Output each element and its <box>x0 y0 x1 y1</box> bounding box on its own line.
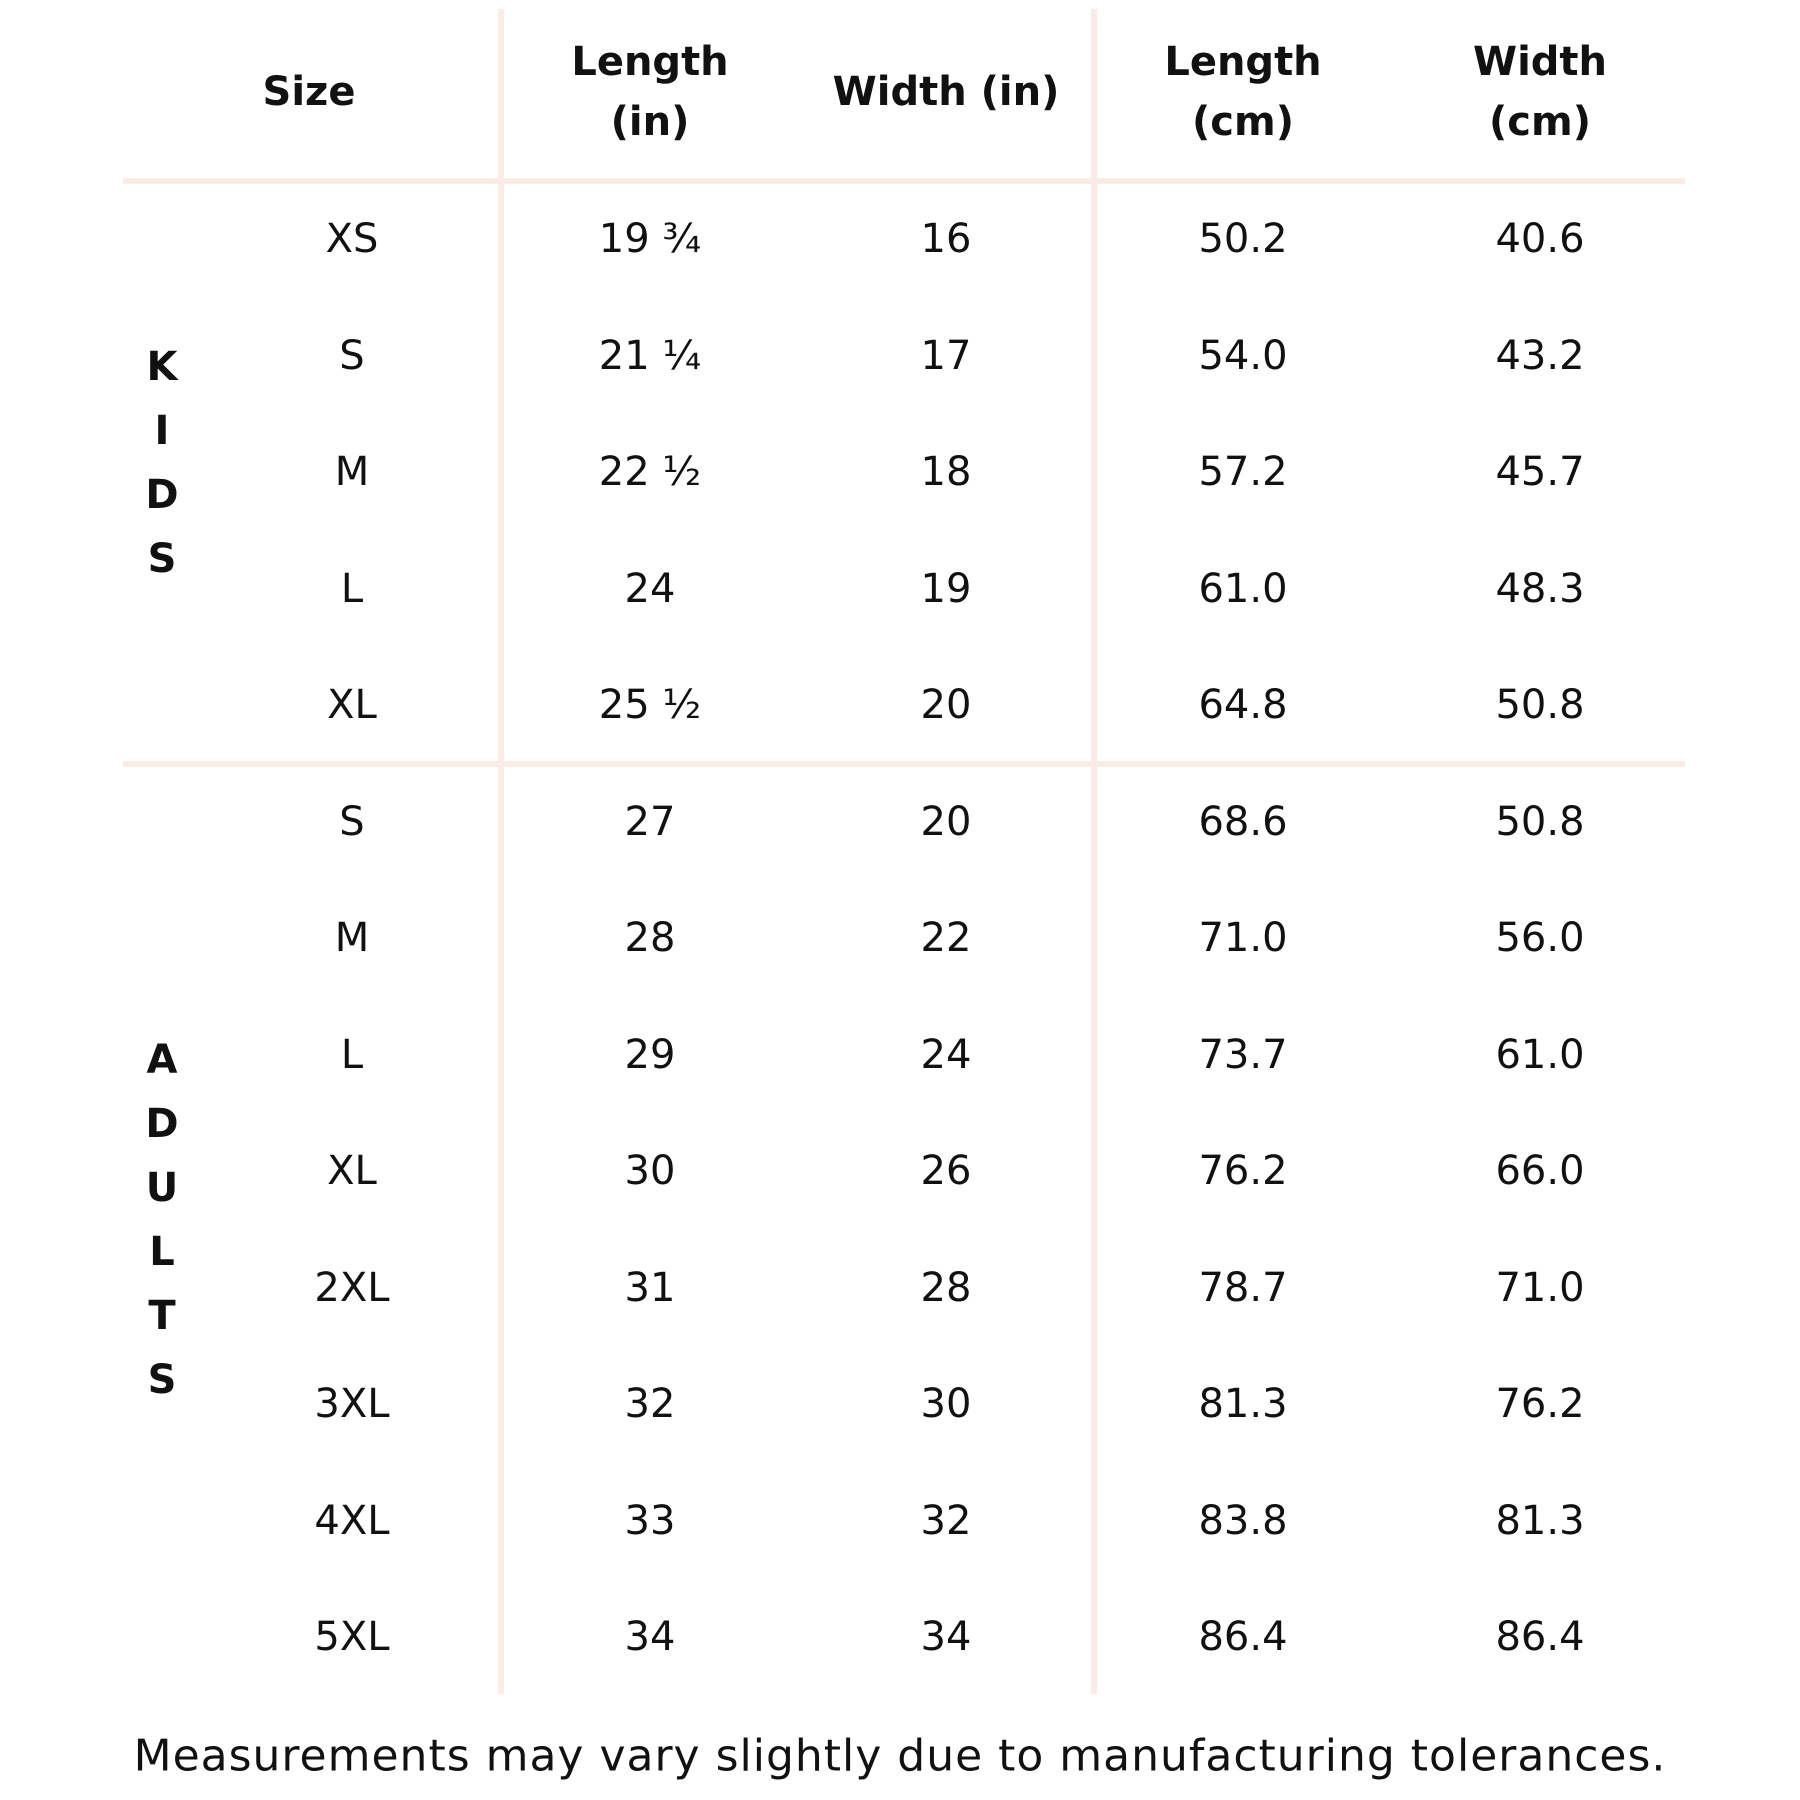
column-header: Length (cm) <box>1164 32 1321 152</box>
table-cell: 22 <box>920 915 972 961</box>
table-cell: 18 <box>920 449 972 495</box>
table-cell: 71.0 <box>1495 1264 1585 1311</box>
table-cell: 32 <box>624 1381 676 1427</box>
column-header: Size <box>263 62 356 122</box>
table-cell: 50.8 <box>1495 682 1585 728</box>
header-line: Size <box>262 69 356 115</box>
table-cell: 5XL <box>314 1614 390 1660</box>
divider <box>498 9 504 1694</box>
table-cell: 27 <box>624 798 676 845</box>
table-cell: 25 ½ <box>598 682 702 728</box>
table-cell: 28 <box>624 915 676 961</box>
table-cell: 50.8 <box>1495 798 1585 845</box>
table-cell: 48.3 <box>1495 565 1585 612</box>
table-cell: S <box>339 332 365 379</box>
table-cell: 34 <box>624 1614 676 1660</box>
table-cell: 21 ¼ <box>598 332 702 379</box>
table-cell: 30 <box>920 1381 972 1427</box>
header-line: Length <box>571 39 729 85</box>
column-header: Width (in) <box>833 62 1060 122</box>
table-cell: 30 <box>624 1148 676 1194</box>
table-cell: 22 ½ <box>598 449 702 495</box>
table-cell: 71.0 <box>1198 915 1288 961</box>
table-cell: 28 <box>920 1264 972 1311</box>
table-cell: L <box>340 565 364 612</box>
group-label: KIDS <box>139 344 185 600</box>
divider <box>123 178 1685 184</box>
table-cell: 20 <box>920 682 972 728</box>
table-cell: 45.7 <box>1495 449 1585 495</box>
table-cell: 4XL <box>314 1497 390 1544</box>
table-cell: 17 <box>920 332 972 379</box>
header-line: (in) <box>610 99 690 145</box>
table-cell: M <box>334 915 370 961</box>
table-cell: 81.3 <box>1198 1381 1288 1427</box>
table-cell: 83.8 <box>1198 1497 1288 1544</box>
table-cell: 2XL <box>314 1264 390 1311</box>
divider <box>123 761 1685 767</box>
table-cell: 40.6 <box>1495 216 1585 262</box>
table-cell: 20 <box>920 798 972 845</box>
table-cell: 86.4 <box>1198 1614 1288 1660</box>
table-cell: 64.8 <box>1198 682 1288 728</box>
column-header: Width (cm) <box>1473 32 1607 152</box>
table-cell: 43.2 <box>1495 332 1585 379</box>
footer-note: Measurements may vary slightly due to ma… <box>133 1730 1667 1782</box>
table-cell: 56.0 <box>1495 915 1585 961</box>
table-cell: 33 <box>624 1497 676 1544</box>
table-cell: 78.7 <box>1198 1264 1288 1311</box>
table-cell: 73.7 <box>1198 1031 1288 1078</box>
table-cell: 19 <box>920 565 972 612</box>
table-cell: 29 <box>624 1031 676 1078</box>
header-line: Width (in) <box>832 69 1060 115</box>
table-cell: 66.0 <box>1495 1148 1585 1194</box>
table-cell: 26 <box>920 1148 972 1194</box>
table-cell: 86.4 <box>1495 1614 1585 1660</box>
header-line: (cm) <box>1489 99 1591 145</box>
table-cell: 19 ¾ <box>598 216 702 262</box>
table-cell: 61.0 <box>1495 1031 1585 1078</box>
table-cell: 81.3 <box>1495 1497 1585 1544</box>
table-cell: 76.2 <box>1198 1148 1288 1194</box>
table-cell: 24 <box>920 1031 972 1078</box>
table-cell: S <box>339 798 365 845</box>
table-cell: 32 <box>920 1497 972 1544</box>
header-line: Width <box>1472 39 1608 85</box>
table-cell: M <box>334 449 370 495</box>
table-cell: 34 <box>920 1614 972 1660</box>
table-cell: 61.0 <box>1198 565 1288 612</box>
table-cell: 16 <box>920 216 972 262</box>
table-cell: 57.2 <box>1198 449 1288 495</box>
table-cell: XL <box>327 682 377 728</box>
table-cell: XL <box>327 1148 377 1194</box>
table-cell: 31 <box>624 1264 676 1311</box>
table-cell: 76.2 <box>1495 1381 1585 1427</box>
table-cell: 3XL <box>314 1381 390 1427</box>
divider <box>1091 9 1097 1694</box>
table-cell: L <box>340 1031 364 1078</box>
table-cell: 24 <box>624 565 676 612</box>
table-cell: XS <box>325 216 379 262</box>
group-label: ADULTS <box>139 1037 185 1422</box>
table-cell: 68.6 <box>1198 798 1288 845</box>
table-cell: 50.2 <box>1198 216 1288 262</box>
header-line: (cm) <box>1192 99 1294 145</box>
header-line: Length <box>1164 39 1322 85</box>
table-cell: 54.0 <box>1198 332 1288 379</box>
column-header: Length (in) <box>571 32 728 152</box>
